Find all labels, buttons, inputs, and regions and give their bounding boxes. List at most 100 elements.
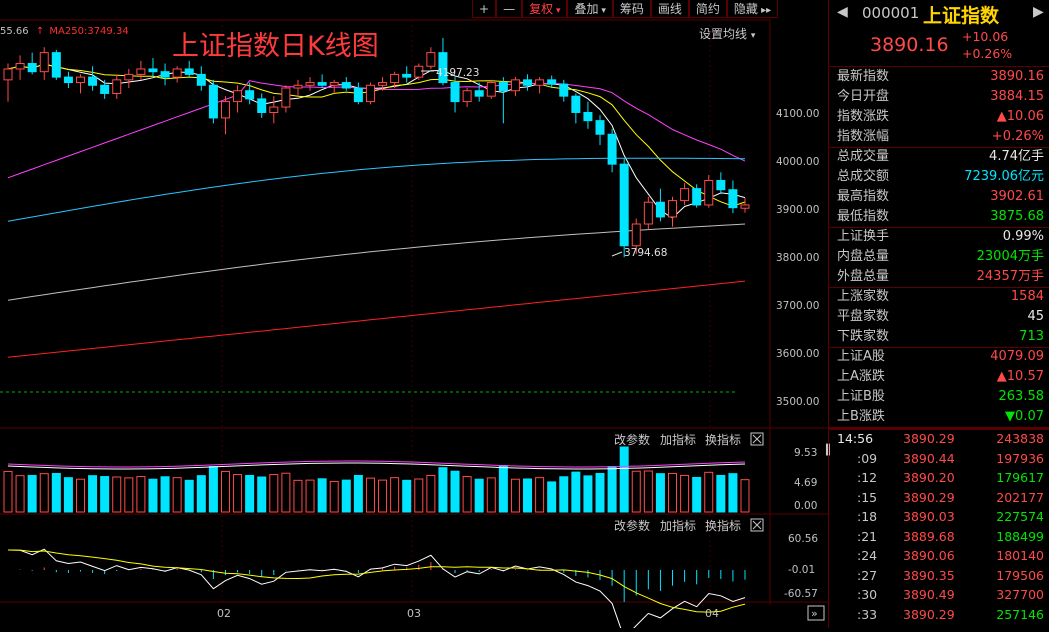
fuquan-button[interactable]: 复权 ▾ [522,0,568,18]
volume-bar [595,472,605,513]
quote-row-value: 3875.68 [990,209,1044,224]
candle [474,82,484,102]
volume-bar [27,474,37,513]
quote-row: 总成交额 7239.06亿元 [837,167,1044,187]
candle [438,37,448,86]
candle [402,66,412,83]
quote-row-label: 指数涨跌 [837,109,890,124]
macd-switch-indicator[interactable]: 换指标 [705,518,741,533]
candle [100,79,110,99]
ma-legend: 55.66 ↑ MA250:3749.34 [0,26,129,37]
volume-bar [148,478,158,513]
caret-down-icon: ▾ [750,31,756,41]
overlay-button[interactable]: 叠加 ▾ [567,0,613,18]
volume-bar [631,470,641,513]
volume-bar [281,472,291,513]
tick-row: :27 3890.35 179506 [837,566,1044,585]
quote-row-value: ▲10.06 [996,109,1044,124]
simple-button[interactable]: 简约 [688,0,727,18]
tick-row: :18 3890.03 227574 [837,507,1044,526]
tick-row: :09 3890.44 197936 [837,449,1044,468]
volume-ma-line [7,460,746,468]
macd-dif-line [7,548,746,632]
quote-row: 指数涨跌 ▲10.06 [837,107,1044,127]
tick-time: :33 [857,606,878,622]
volume-bar [245,474,255,513]
kline-chart-area[interactable]: 4100.00 4000.00 3900.00 3800.00 3700.00 … [0,0,830,632]
set-ma-label: 设置均线 [699,27,748,41]
collapse-handle-icon[interactable]: ▐ [822,445,830,456]
fuquan-label: 复权 [529,2,554,16]
hide-button[interactable]: 隐藏 ▸▸ [726,0,779,18]
macd-add-indicator[interactable]: 加指标 [660,518,696,533]
volume-bar [438,467,448,513]
scroll-right-button[interactable] [807,605,825,621]
macd-dea-line [7,549,746,613]
volume-bar [160,476,170,513]
macd-close-icon[interactable] [750,518,764,532]
vol-add-indicator[interactable]: 加指标 [660,432,696,447]
tick-price: 3890.29 [903,606,955,622]
next-symbol-icon[interactable]: ▶ [1033,4,1044,20]
volume-bar [172,477,182,513]
vol-switch-indicator[interactable]: 换指标 [705,432,741,447]
quote-row: 最高指数 3902.61 [837,187,1044,207]
ma250-line [7,280,746,358]
vol-axis-tick: 4.69 [794,477,817,489]
quote-row-label: 内盘总量 [837,249,890,264]
quote-row: 上涨家数 1584 [837,287,1044,307]
candle [414,63,424,80]
volume-bar [692,476,702,513]
candle [160,63,170,86]
quote-row-value: 3890.16 [990,69,1044,84]
zoom-out-button[interactable]: — [496,0,523,18]
volume-bar [329,480,339,513]
ma20-line [7,80,746,179]
volume-bar [184,479,194,513]
double-chevron-right-icon[interactable]: » [811,607,818,620]
candle [728,180,738,214]
candle [583,101,593,129]
vol-close-icon[interactable] [750,432,764,446]
quote-row: 平盘家数 45 [837,307,1044,327]
ma-legend-prev: 55.66 [0,26,29,37]
quote-row-value: 4079.09 [990,349,1044,364]
tick-volume: 179617 [996,470,1044,485]
quote-row: 上证换手 0.99% [837,227,1044,247]
candle [245,82,255,105]
chips-button[interactable]: 筹码 [612,0,651,18]
quote-row-label: 上证A股 [837,349,885,364]
set-ma-button[interactable]: 设置均线 ▾ [699,25,755,42]
tick-price: 3890.06 [903,548,955,563]
candle [148,58,158,78]
vol-change-params[interactable]: 改参数 [614,432,650,447]
candle [124,68,134,88]
volume-bar [317,478,327,513]
draw-line-button[interactable]: 画线 [650,0,689,18]
macd-change-params[interactable]: 改参数 [614,518,650,533]
candle [498,77,508,124]
volume-bar [378,479,388,513]
tick-volume: 188499 [996,528,1044,544]
volume-bar [498,464,508,513]
volume-bar [619,446,629,513]
price-tick: 3900.00 [776,204,819,216]
candle [643,196,653,230]
volume-bar [233,474,243,513]
zoom-in-button[interactable]: + [472,0,497,18]
kline-chart-svg[interactable]: 4100.00 4000.00 3900.00 3800.00 3700.00 … [0,0,828,632]
candle [510,77,520,97]
quote-row-value: +0.26% [991,129,1044,144]
quote-row-label: 今日开盘 [837,89,890,104]
volume-bar [571,471,581,513]
quote-row: 上A涨跌 ▲10.57 [837,367,1044,387]
volume-bar [124,477,134,513]
quote-row-value: 3902.61 [990,189,1044,204]
volume-bar [643,470,653,513]
prev-symbol-icon[interactable]: ◀ [837,4,848,20]
candle [668,196,678,227]
ma60-line [7,157,746,222]
candlestick-series [3,37,750,258]
caret-down-icon: ▾ [598,6,606,16]
volume-bar [39,473,49,513]
